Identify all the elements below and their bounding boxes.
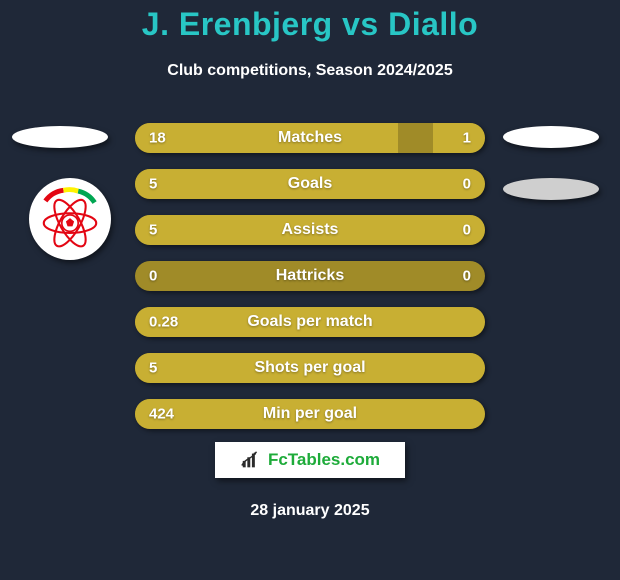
stat-row: 0.28 Goals per match	[135, 307, 485, 337]
stat-row-left-value: 5	[149, 176, 157, 193]
player-right-logo-placeholder	[503, 126, 599, 148]
stat-row-left-value: 5	[149, 360, 157, 377]
club-badge-icon	[29, 178, 111, 260]
stat-row-right-value: 1	[463, 130, 471, 147]
stat-row-right-value: 0	[463, 222, 471, 239]
date-text: 28 january 2025	[0, 502, 620, 520]
page-title: J. Erenbjerg vs Diallo	[0, 6, 620, 43]
stat-row-label: Goals	[288, 175, 332, 193]
fctables-badge: FcTables.com	[215, 442, 405, 478]
stat-row-right-value: 0	[463, 176, 471, 193]
stat-row: 424 Min per goal	[135, 399, 485, 429]
stat-row: 18 1 Matches	[135, 123, 485, 153]
stat-row-left-value: 5	[149, 222, 157, 239]
player-left-logo-placeholder	[12, 126, 108, 148]
stat-row-label: Hattricks	[276, 267, 344, 285]
stat-row-fill-right	[433, 123, 486, 153]
club-badge	[29, 178, 111, 260]
stat-row-left-value: 0	[149, 268, 157, 285]
stat-row-label: Goals per match	[247, 313, 372, 331]
stat-row-right-value: 0	[463, 268, 471, 285]
stat-rows: 18 1 Matches 5 0 Goals 5 0 Assists 0 0 Hattricks 0.2…	[135, 123, 485, 429]
player-right-logo-placeholder-2	[503, 178, 599, 200]
stat-row-fill-left	[135, 123, 398, 153]
stat-row-label: Shots per goal	[254, 359, 365, 377]
stat-row-left-value: 424	[149, 406, 174, 423]
stat-row: 5 0 Assists	[135, 215, 485, 245]
stat-row: 5 Shots per goal	[135, 353, 485, 383]
stat-row: 0 0 Hattricks	[135, 261, 485, 291]
fctables-text: FcTables.com	[268, 450, 380, 470]
stat-row-label: Matches	[278, 129, 342, 147]
page-subtitle: Club competitions, Season 2024/2025	[0, 62, 620, 80]
stat-row-left-value: 18	[149, 130, 166, 147]
stat-row-label: Assists	[282, 221, 339, 239]
stat-row-left-value: 0.28	[149, 314, 178, 331]
bar-chart-icon	[240, 449, 262, 471]
stat-row-label: Min per goal	[263, 405, 357, 423]
stat-row: 5 0 Goals	[135, 169, 485, 199]
